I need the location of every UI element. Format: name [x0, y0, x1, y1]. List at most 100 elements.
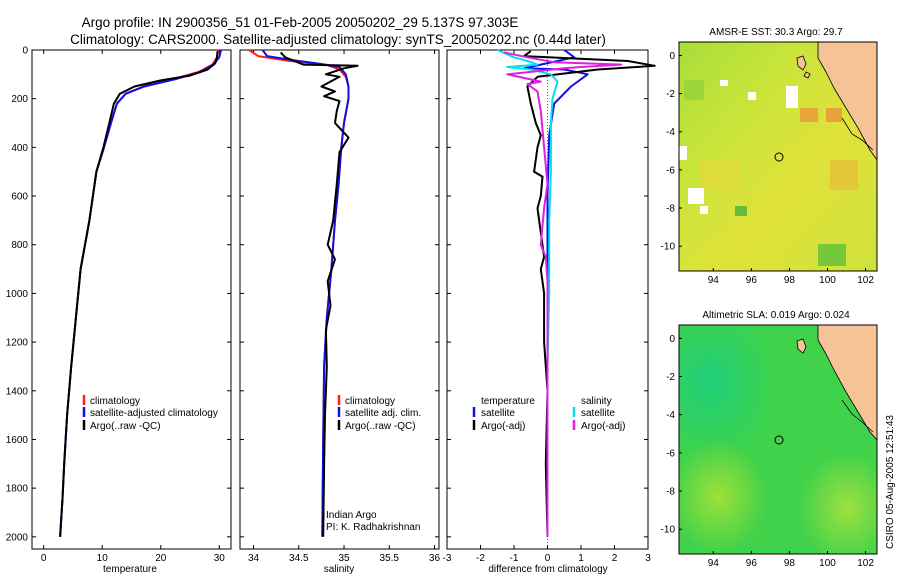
sst-nodata: [679, 146, 687, 160]
y-tick-label: 1400: [6, 386, 29, 397]
x-tick-label: -1: [510, 553, 519, 564]
x-tick-label: 35.5: [380, 553, 400, 564]
sst-island: [796, 55, 807, 71]
series-line-climatology: [248, 49, 350, 537]
temperature-legend: climatology satellite-adjusted climatolo…: [82, 395, 218, 432]
side-timestamp: CSIRO 05-Aug-2005 12:51:43: [885, 415, 896, 549]
legend-label-satellite: satellite-adjusted climatology: [90, 408, 218, 419]
legend-label-argo: Argo(..raw -QC): [90, 421, 161, 432]
sla-argo-marker: [774, 435, 784, 445]
sla-map-frame: [678, 324, 878, 555]
series-line-temperature-satellite: [523, 49, 589, 537]
map-y-tick-label: -10: [661, 242, 676, 253]
series-line-argo-raw-qc: [59, 51, 219, 537]
map-x-tick-label: 98: [784, 275, 796, 286]
sla-coastline: [841, 399, 874, 433]
sst-map-title: AMSR-E SST: 30.3 Argo: 29.7: [709, 27, 843, 38]
temperature-xlabel: temperature: [103, 564, 157, 575]
x-tick-label: 0: [41, 553, 47, 564]
x-tick-label: 30: [214, 553, 226, 564]
legend-title-salinity: salinity: [581, 396, 612, 407]
sst-warm-patch: [830, 160, 858, 190]
temperature-plot-frame: [31, 49, 232, 550]
legend-label-argo: Argo(..raw -QC): [345, 421, 416, 432]
map-y-tick-label: 0: [669, 334, 675, 345]
series-line-argo-raw-qc: [279, 51, 359, 537]
sst-nodata: [786, 86, 798, 108]
y-tick-label: 2000: [6, 532, 29, 543]
x-tick-label: -3: [443, 553, 452, 564]
map-y-tick-label: -2: [666, 372, 675, 383]
map-x-tick-label: 98: [784, 558, 796, 569]
x-tick-label: 0: [545, 553, 551, 564]
legend-label-temp-argo: Argo(-adj): [481, 421, 525, 432]
map-x-tick-label: 100: [819, 275, 836, 286]
sst-nodata: [688, 188, 704, 204]
sla-map: Altimetric SLA: 0.019 Argo: 0.024 94 96 98…: [661, 310, 878, 569]
legend-label-satellite: satellite adj. clim.: [345, 408, 421, 419]
series-line-climatology: [59, 49, 220, 537]
legend-title-temperature: temperature: [481, 396, 535, 407]
sst-map-frame: [678, 41, 878, 272]
x-tick-label: -2: [476, 553, 485, 564]
legend-label-sal-argo: Argo(-adj): [581, 421, 625, 432]
difference-legend: temperature satellite Argo(-adj) salinit…: [472, 396, 625, 432]
sst-coastline: [841, 117, 874, 151]
map-x-tick-label: 100: [819, 558, 836, 569]
map-y-tick-label: -4: [666, 410, 675, 421]
sst-nodata: [700, 206, 708, 214]
x-tick-label: 3: [645, 553, 651, 564]
sst-map-ticks: 94 96 98 100 102 0 -2 -4 -6 -8 -10: [661, 51, 875, 286]
sst-cool-patch: [684, 80, 704, 100]
legend-label-temp-satellite: satellite: [481, 408, 515, 419]
sla-map-ticks: 94 96 98 100 102 0 -2 -4 -6 -8 -10: [661, 334, 875, 569]
series-line-salinity-satellite: [496, 49, 559, 537]
x-tick-label: 2: [612, 553, 618, 564]
map-y-tick-label: 0: [669, 51, 675, 62]
sla-island: [796, 338, 807, 354]
map-y-tick-label: -8: [666, 487, 675, 498]
y-tick-label: 1000: [6, 289, 29, 300]
annotation-indian-argo: Indian Argo: [326, 510, 377, 521]
legend-label-climatology: climatology: [90, 396, 140, 407]
map-y-tick-label: -8: [666, 204, 675, 215]
header-line-2: Climatology: CARS2000. Satellite-adjuste…: [70, 32, 606, 47]
map-y-tick-label: -4: [666, 127, 675, 138]
series-line-satellite-adjusted-climatology: [59, 49, 222, 537]
y-tick-label: 600: [11, 192, 28, 203]
salinity-xlabel: salinity: [324, 564, 355, 575]
salinity-plot-frame: [239, 49, 440, 550]
x-tick-label: 20: [155, 553, 167, 564]
y-tick-label: 1200: [6, 338, 29, 349]
map-x-tick-label: 94: [708, 558, 720, 569]
y-tick-label: 400: [11, 143, 28, 154]
sla-map-title: Altimetric SLA: 0.019 Argo: 0.024: [702, 310, 850, 321]
x-tick-label: 34: [248, 553, 260, 564]
sst-nodata: [748, 92, 756, 100]
x-tick-label: 36: [429, 553, 441, 564]
y-tick-label: 1600: [6, 435, 29, 446]
annotation-pi: PI: K. Radhakrishnan: [326, 522, 421, 533]
sst-warm-patch: [700, 160, 740, 190]
map-y-tick-label: -10: [661, 525, 676, 536]
x-tick-label: 10: [97, 553, 109, 564]
sst-argo-marker: [774, 152, 784, 162]
sst-nodata: [720, 80, 728, 86]
map-x-tick-label: 102: [857, 275, 874, 286]
difference-xlabel: difference from climatology: [488, 564, 607, 575]
map-x-tick-label: 96: [746, 558, 758, 569]
map-x-tick-label: 102: [857, 558, 874, 569]
map-x-tick-label: 94: [708, 275, 720, 286]
y-tick-label: 1800: [6, 484, 29, 495]
series-line-salinity-argo-adj: [503, 51, 623, 537]
x-tick-label: 35: [338, 553, 350, 564]
temperature-plot: 0 10 20 30 0 200 400 600 800 1000 1200 1400 1600 1800…: [6, 46, 231, 564]
sst-warm-patch: [800, 108, 818, 122]
x-tick-label: 34.5: [289, 553, 309, 564]
sst-warm-patch: [826, 108, 842, 122]
header-line-1: Argo profile: IN 2900356_51 01-Feb-2005 …: [82, 15, 519, 30]
series-line-temperature-argo-adj: [523, 50, 656, 537]
map-y-tick-label: -2: [666, 89, 675, 100]
salinity-legend: climatology satellite adj. clim. Argo(..…: [337, 395, 421, 432]
